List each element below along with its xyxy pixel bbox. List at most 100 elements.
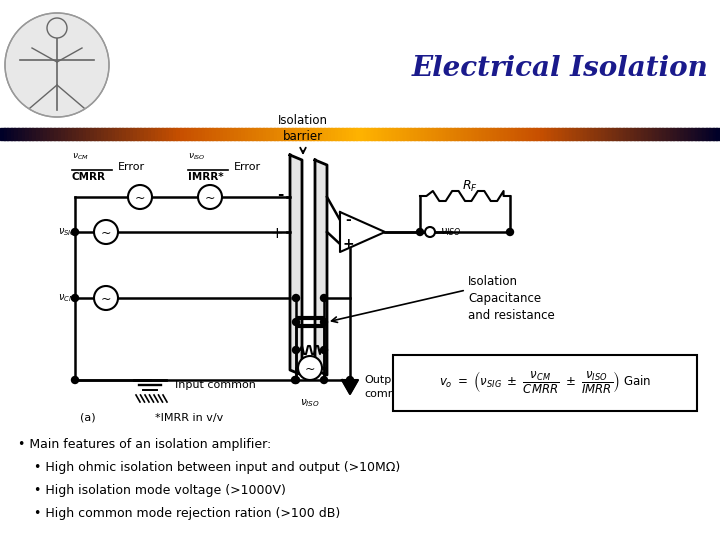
- Bar: [450, 128, 454, 140]
- Bar: [382, 128, 386, 140]
- Text: • High isolation mode voltage (>1000V): • High isolation mode voltage (>1000V): [18, 484, 286, 497]
- Bar: [216, 128, 220, 140]
- Bar: [166, 128, 170, 140]
- Text: Error: Error: [234, 162, 261, 172]
- Text: Output
common: Output common: [364, 375, 413, 399]
- Circle shape: [425, 227, 435, 237]
- Bar: [461, 128, 465, 140]
- Bar: [626, 128, 631, 140]
- Text: $R_F$: $R_F$: [462, 178, 478, 193]
- Text: Error: Error: [118, 162, 145, 172]
- Circle shape: [47, 18, 67, 38]
- Bar: [36, 128, 40, 140]
- Bar: [716, 128, 720, 140]
- Polygon shape: [342, 380, 358, 394]
- Bar: [252, 128, 256, 140]
- Bar: [29, 128, 33, 140]
- Bar: [83, 128, 87, 140]
- Circle shape: [292, 294, 300, 301]
- Bar: [263, 128, 267, 140]
- Bar: [43, 128, 48, 140]
- Bar: [680, 128, 685, 140]
- Bar: [155, 128, 159, 140]
- Bar: [324, 128, 328, 140]
- Bar: [389, 128, 393, 140]
- Bar: [439, 128, 444, 140]
- Bar: [468, 128, 472, 140]
- Bar: [54, 128, 58, 140]
- Circle shape: [320, 347, 328, 354]
- Bar: [299, 128, 303, 140]
- Bar: [637, 128, 642, 140]
- Bar: [94, 128, 98, 140]
- Bar: [346, 128, 350, 140]
- Bar: [425, 128, 429, 140]
- Bar: [536, 128, 541, 140]
- Bar: [497, 128, 501, 140]
- Bar: [220, 128, 224, 140]
- Bar: [472, 128, 476, 140]
- Bar: [360, 128, 364, 140]
- Circle shape: [298, 356, 322, 380]
- Bar: [551, 128, 555, 140]
- Circle shape: [320, 294, 328, 301]
- Bar: [187, 128, 192, 140]
- Text: $v_o\ =\ \left(\nu_{SIG}\ \pm\ \dfrac{\nu_{CM}}{CMRR}\ \pm\ \dfrac{\nu_{ISO}}{IM: $v_o\ =\ \left(\nu_{SIG}\ \pm\ \dfrac{\n…: [439, 370, 651, 396]
- Bar: [115, 128, 120, 140]
- Bar: [108, 128, 112, 140]
- Text: ~: ~: [305, 362, 315, 375]
- Bar: [475, 128, 480, 140]
- Bar: [212, 128, 217, 140]
- Bar: [616, 128, 620, 140]
- Polygon shape: [315, 160, 327, 375]
- Bar: [608, 128, 613, 140]
- Text: -: -: [345, 213, 351, 227]
- Bar: [277, 128, 282, 140]
- Bar: [652, 128, 656, 140]
- Bar: [14, 128, 19, 140]
- Text: ~: ~: [135, 192, 145, 205]
- Bar: [302, 128, 307, 140]
- Bar: [695, 128, 699, 140]
- Bar: [133, 128, 138, 140]
- Bar: [140, 128, 145, 140]
- Text: • Main features of an isolation amplifier:: • Main features of an isolation amplifie…: [18, 438, 271, 451]
- Bar: [540, 128, 544, 140]
- Bar: [97, 128, 102, 140]
- Bar: [623, 128, 627, 140]
- Bar: [619, 128, 624, 140]
- Bar: [281, 128, 285, 140]
- Bar: [238, 128, 242, 140]
- Text: (a): (a): [80, 413, 96, 423]
- Bar: [432, 128, 436, 140]
- Bar: [176, 128, 181, 140]
- Bar: [79, 128, 84, 140]
- Bar: [11, 128, 15, 140]
- Circle shape: [320, 376, 328, 383]
- Bar: [436, 128, 440, 140]
- Bar: [673, 128, 678, 140]
- Bar: [598, 128, 602, 140]
- Bar: [342, 128, 346, 140]
- Bar: [504, 128, 508, 140]
- Circle shape: [506, 228, 513, 235]
- Bar: [400, 128, 404, 140]
- Bar: [230, 128, 235, 140]
- Bar: [565, 128, 570, 140]
- Bar: [630, 128, 634, 140]
- Bar: [572, 128, 577, 140]
- Text: $\nu_{ISO}$: $\nu_{ISO}$: [300, 397, 320, 409]
- Bar: [364, 128, 368, 140]
- Circle shape: [320, 319, 328, 326]
- Circle shape: [198, 185, 222, 209]
- Bar: [421, 128, 426, 140]
- Bar: [90, 128, 94, 140]
- Bar: [418, 128, 422, 140]
- Bar: [544, 128, 548, 140]
- Bar: [655, 128, 660, 140]
- Bar: [583, 128, 588, 140]
- Bar: [4, 128, 8, 140]
- Bar: [0, 128, 4, 140]
- Text: CMRR: CMRR: [72, 172, 106, 182]
- Bar: [144, 128, 148, 140]
